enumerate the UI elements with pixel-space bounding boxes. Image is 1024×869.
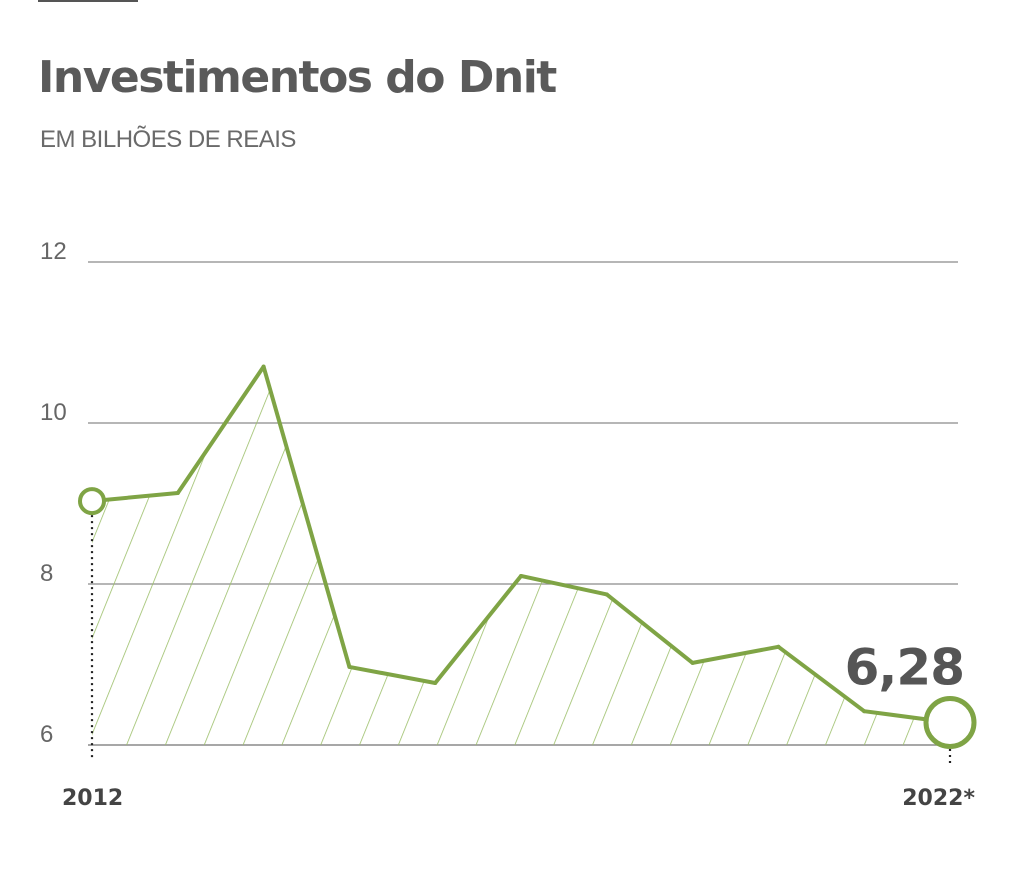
- data-point-2020: [776, 644, 781, 649]
- y-tick-label-8: 8: [40, 560, 53, 587]
- y-tick-label-6: 6: [40, 721, 53, 748]
- chart-subtitle: EM BILHÕES DE REAIS: [40, 126, 296, 153]
- data-point-2018: [604, 592, 609, 597]
- data-point-2014: [261, 364, 266, 369]
- data-point-2017: [519, 573, 523, 578]
- y-tick-label-12: 12: [40, 238, 67, 265]
- end-marker: [923, 695, 977, 749]
- x-tick-label-first: 2012: [62, 786, 123, 811]
- data-point-2019: [690, 660, 695, 665]
- value-label-last: 6,28: [845, 638, 964, 696]
- top-rule: [38, 0, 138, 2]
- data-point-2021: [862, 709, 867, 714]
- chart-title: Investimentos do Dnit: [38, 52, 557, 103]
- data-point-2013: [175, 491, 180, 496]
- area-fill: [92, 366, 950, 745]
- y-tick-label-10: 10: [40, 399, 67, 426]
- data-point-2016: [433, 681, 438, 686]
- data-point-2015: [347, 664, 352, 669]
- x-tick-label-last: 2022*: [902, 786, 975, 811]
- start-marker: [78, 487, 106, 516]
